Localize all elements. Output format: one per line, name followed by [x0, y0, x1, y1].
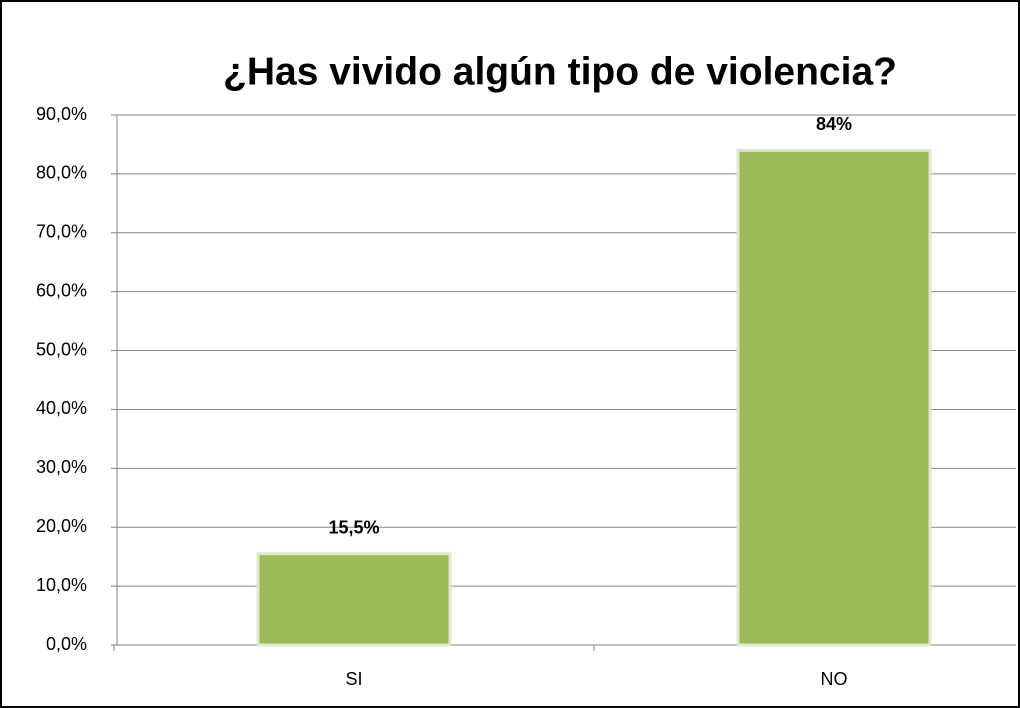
y-tick-label: 50,0% — [36, 339, 87, 359]
chart-title: ¿Has vivido algún tipo de violencia? — [223, 50, 897, 93]
y-tick-label: 60,0% — [36, 280, 87, 300]
x-tick-label: NO — [821, 669, 848, 689]
y-tick-label: 30,0% — [36, 457, 87, 477]
y-tick-label: 10,0% — [36, 575, 87, 595]
value-label: 15,5% — [328, 517, 379, 537]
x-tick-label: SI — [345, 669, 362, 689]
y-tick-label: 0,0% — [46, 634, 87, 654]
bar — [736, 148, 932, 647]
y-tick-label: 80,0% — [36, 163, 87, 183]
y-tick-label: 90,0% — [36, 104, 87, 124]
y-tick-label: 20,0% — [36, 516, 87, 536]
value-label: 84% — [816, 114, 852, 134]
y-tick-label: 70,0% — [36, 222, 87, 242]
y-tick-label: 40,0% — [36, 398, 87, 418]
bar — [256, 552, 452, 647]
